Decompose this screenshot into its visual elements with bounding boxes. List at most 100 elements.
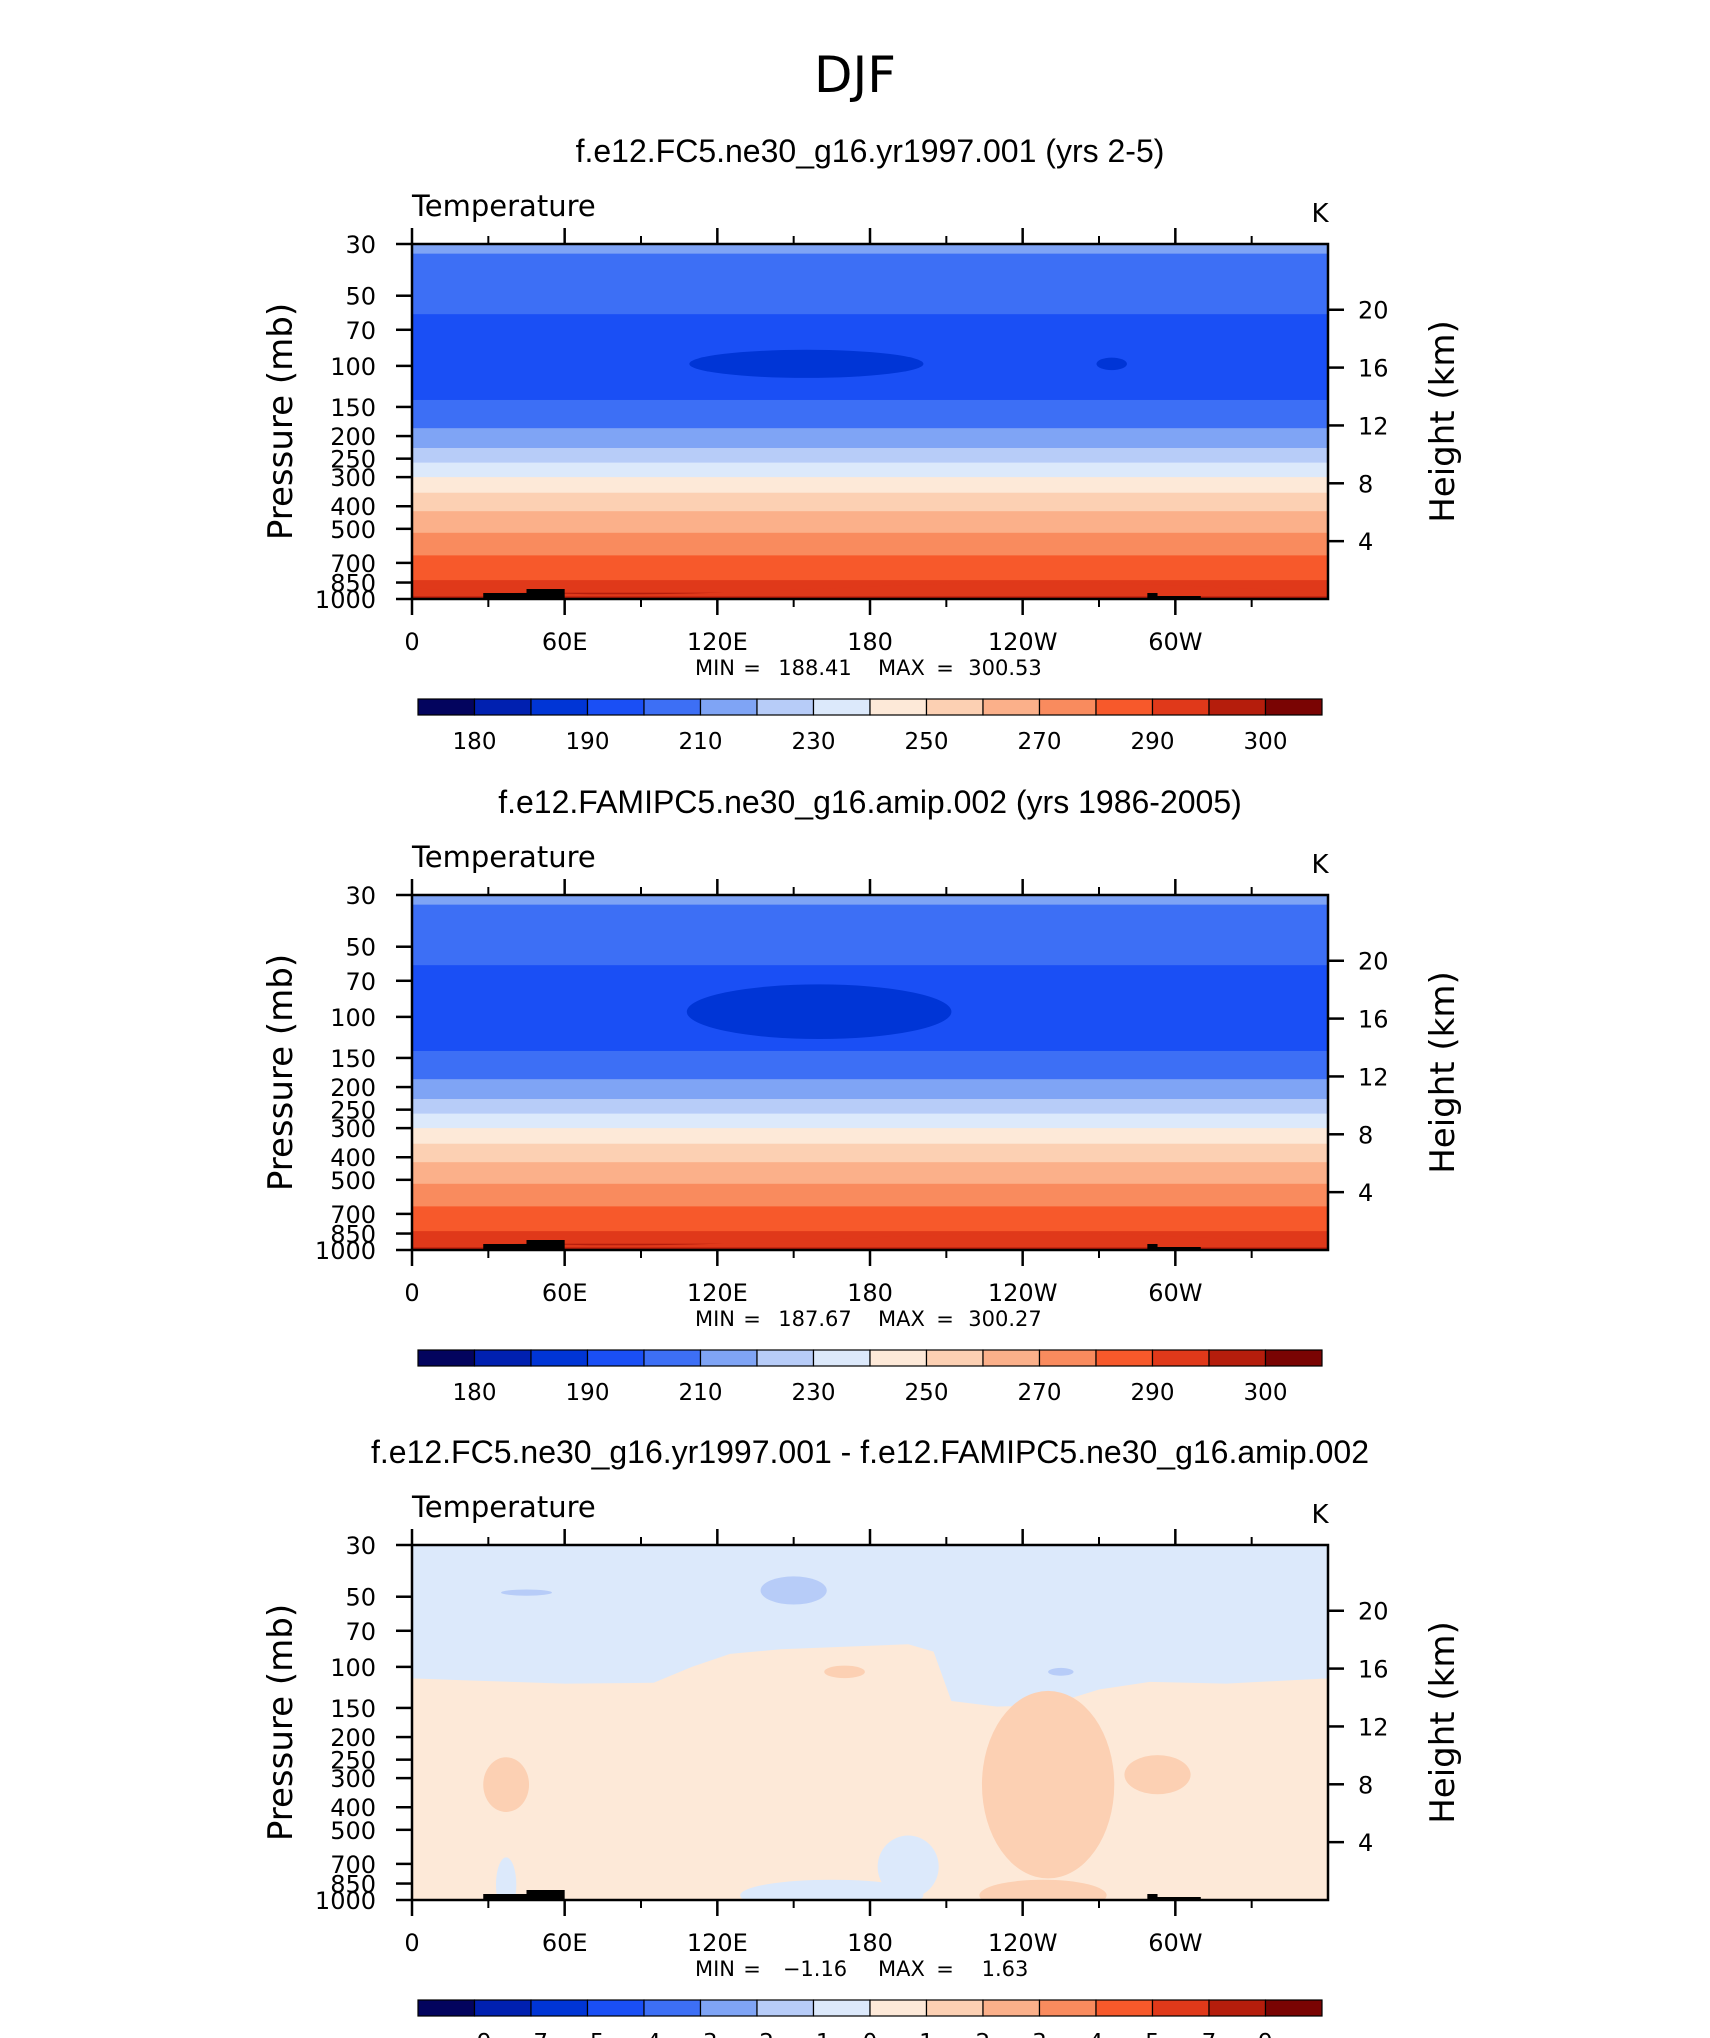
units-label: K xyxy=(1311,1500,1329,1530)
contour-blob xyxy=(686,984,952,1040)
y-tick-label: 400 xyxy=(330,493,376,521)
colorbar-swatch xyxy=(1038,698,1097,716)
contour-band xyxy=(412,253,1328,315)
colorbar-swatch xyxy=(1151,1999,1210,2017)
stat-min-label: MIN xyxy=(695,656,735,680)
topography-tibet xyxy=(526,589,565,599)
colorbar-label: 0 xyxy=(863,2030,878,2038)
stat-max-value: 1.63 xyxy=(982,1957,1029,1981)
y-tick-label: 1000 xyxy=(315,586,376,614)
topography xyxy=(483,1890,1201,1900)
surface-warm-band xyxy=(412,1233,1328,1250)
y-tick-label: 400 xyxy=(330,1144,376,1172)
y-tick-label: 150 xyxy=(330,1045,376,1073)
colorbar-swatch xyxy=(982,1999,1041,2017)
y-tick-label: 100 xyxy=(330,1654,376,1682)
y-tick-label: 30 xyxy=(345,882,376,910)
contour-band xyxy=(412,1079,1328,1100)
contour-band xyxy=(412,1206,1328,1232)
variable-label: Temperature xyxy=(411,1490,596,1524)
y-tick-label: 400 xyxy=(330,1794,376,1822)
colorbar-label: 3 xyxy=(1032,2030,1047,2038)
contour-band xyxy=(412,1183,1328,1207)
y-tick-label: 200 xyxy=(330,1074,376,1102)
y-tick-label: 300 xyxy=(330,1765,376,1793)
contour-blob xyxy=(877,1835,939,1898)
contour-blob xyxy=(824,1665,865,1679)
colorbar-swatch xyxy=(925,1349,984,1367)
colorbar-label: 9 xyxy=(1258,2030,1273,2038)
colorbar-label: −5 xyxy=(571,2030,605,2038)
x-tick-label: 60W xyxy=(1148,628,1202,656)
y-right-tick-label: 8 xyxy=(1358,1771,1373,1799)
y-tick-label: 70 xyxy=(345,317,376,345)
topography-tibet xyxy=(526,1890,565,1900)
y-tick-label: 700 xyxy=(330,550,376,578)
panel-title: f.e12.FC5.ne30_g16.yr1997.001 - f.e12.FA… xyxy=(371,1434,1369,1470)
stat-max-value: 300.27 xyxy=(968,1307,1041,1331)
contour-blob xyxy=(1124,1755,1191,1795)
units-label: K xyxy=(1311,850,1329,880)
colorbar-swatch xyxy=(1095,1999,1154,2017)
x-tick-label: 60E xyxy=(542,628,588,656)
x-tick-label: 180 xyxy=(847,1279,893,1307)
panel-difference: f.e12.FC5.ne30_g16.yr1997.001 - f.e12.FA… xyxy=(261,1434,1463,2038)
y-tick-label: 500 xyxy=(330,1167,376,1195)
stat-max-eq: = xyxy=(936,1957,954,1981)
variable-label: Temperature xyxy=(411,840,596,874)
y-tick-label: 500 xyxy=(330,516,376,544)
colorbar-label: 250 xyxy=(905,729,949,755)
colorbar-swatch xyxy=(473,1999,532,2017)
colorbar-swatch xyxy=(925,698,984,716)
colorbar-label: −4 xyxy=(627,2030,661,2038)
colorbar-label: 250 xyxy=(905,1380,949,1406)
y-right-tick-label: 16 xyxy=(1358,355,1389,383)
stat-min-value: 187.67 xyxy=(778,1307,851,1331)
y-tick-label: 700 xyxy=(330,1201,376,1229)
colorbar-swatch xyxy=(812,698,871,716)
contour-band xyxy=(412,399,1328,429)
y-tick-label: 70 xyxy=(345,1618,376,1646)
colorbar-label: 7 xyxy=(1202,2030,1217,2038)
colorbar-swatch xyxy=(1038,1349,1097,1367)
x-tick-label: 0 xyxy=(404,1929,419,1957)
y-tick-label: 250 xyxy=(330,446,376,474)
y-tick-label: 850 xyxy=(330,1871,376,1899)
y-axis-label: Pressure (mb) xyxy=(261,954,301,1191)
y-tick-label: 1000 xyxy=(315,1237,376,1265)
contour-field xyxy=(412,1545,1328,1900)
y-right-tick-label: 16 xyxy=(1358,1656,1389,1684)
y-tick-label: 850 xyxy=(330,1221,376,1249)
colorbar-swatch xyxy=(1208,1999,1267,2017)
y-right-tick-label: 20 xyxy=(1358,1598,1389,1626)
units-label: K xyxy=(1311,199,1329,229)
colorbar-swatch xyxy=(586,1349,645,1367)
contour-blob xyxy=(495,1857,517,1900)
y-tick-label: 30 xyxy=(345,231,376,259)
contour-field xyxy=(412,244,1328,599)
y-tick-label: 850 xyxy=(330,570,376,598)
colorbar-swatch xyxy=(417,1999,476,2017)
colorbar-swatch xyxy=(1095,698,1154,716)
panel-control-run: f.e12.FC5.ne30_g16.yr1997.001 (yrs 2-5) T… xyxy=(261,133,1463,755)
y-tick-label: 100 xyxy=(330,1004,376,1032)
x-tick-label: 120W xyxy=(988,628,1058,656)
panel-title: f.e12.FC5.ne30_g16.yr1997.001 (yrs 2-5) xyxy=(576,133,1165,169)
colorbar-swatch xyxy=(756,698,815,716)
stat-max-label: MAX xyxy=(878,656,925,680)
colorbar-label: 270 xyxy=(1018,1380,1062,1406)
colorbar-label: 290 xyxy=(1131,729,1175,755)
colorbar-label: −3 xyxy=(684,2030,718,2038)
y-right-axis-label: Height (km) xyxy=(1423,320,1463,523)
contour-blob xyxy=(501,1589,552,1596)
colorbar-label: 300 xyxy=(1244,1380,1288,1406)
colorbar-label: 2 xyxy=(976,2030,991,2038)
colorbar-swatch xyxy=(869,1999,928,2017)
x-tick-label: 120W xyxy=(988,1929,1058,1957)
contour-blob xyxy=(979,1879,1107,1900)
y-right-tick-label: 12 xyxy=(1358,1063,1389,1091)
contour-band xyxy=(412,1162,1328,1185)
stat-max-label: MAX xyxy=(878,1957,925,1981)
panel-amip-run: f.e12.FAMIPC5.ne30_g16.amip.002 (yrs 198… xyxy=(261,784,1463,1406)
